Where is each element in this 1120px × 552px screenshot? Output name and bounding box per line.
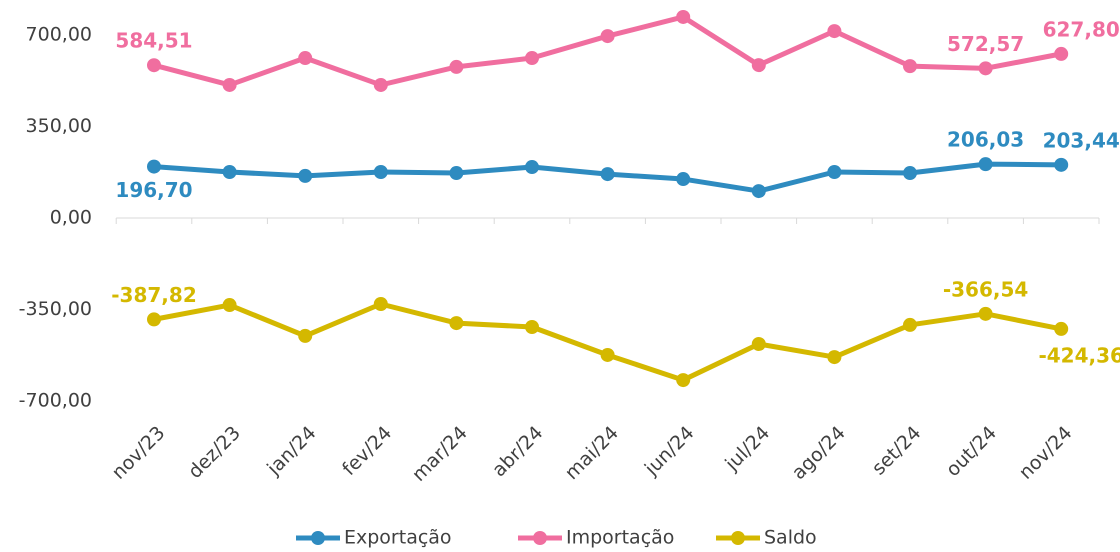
data-point [449,166,464,181]
y-tick-label: -350,00 [19,298,92,320]
data-point [827,350,842,365]
x-tick-label: mar/24 [408,422,472,486]
data-point [1054,46,1069,61]
y-tick-label: 0,00 [50,207,92,229]
data-point [903,166,917,181]
data-point [222,298,237,313]
x-tick-label: jan/24 [262,422,320,480]
data-point [373,164,388,179]
legend-marker [731,531,745,545]
data-point [903,59,917,74]
x-tick-label: jul/24 [720,422,774,476]
data-point [298,168,313,183]
data-point [449,59,464,74]
y-tick-label: 700,00 [26,24,92,46]
data-point [373,77,388,92]
data-point [222,77,237,92]
data-label: 584,51 [115,29,192,53]
data-point [676,9,691,24]
data-label: -366,54 [943,277,1028,301]
y-tick-label: -700,00 [19,389,92,411]
data-label: -387,82 [111,283,196,307]
data-point [600,29,615,44]
data-point [600,347,615,362]
data-point [298,328,313,343]
data-point [147,159,161,174]
x-tick-label: nov/23 [108,422,170,484]
data-label: 206,03 [947,128,1024,152]
x-tick-label: nov/24 [1015,422,1077,484]
legend-label: Exportação [344,527,452,549]
data-point [600,167,615,182]
x-tick-label: abr/24 [488,422,547,481]
data-point [525,320,539,335]
data-point [449,316,464,331]
data-label: 196,70 [115,178,192,202]
data-label: 627,80 [1043,17,1120,41]
data-point [147,58,161,73]
legend-label: Importação [566,527,674,549]
data-point [751,58,766,73]
data-point [676,172,691,187]
data-label: 572,57 [947,32,1024,56]
x-tick-label: out/24 [942,422,1001,481]
data-point [525,160,539,175]
data-label: -424,36 [1038,343,1120,367]
x-tick-label: jun/24 [640,422,699,481]
legend-label: Saldo [764,527,817,549]
data-point [1054,321,1069,336]
x-tick-label: set/24 [868,422,926,480]
data-label: 203,44 [1043,128,1120,152]
legend-marker [533,531,547,545]
x-tick-label: ago/24 [788,422,850,484]
data-point [827,24,842,39]
series-line [153,14,1062,88]
data-point [903,317,917,332]
data-point [978,306,993,321]
x-tick-label: mai/24 [561,422,623,484]
data-point [373,297,388,312]
series-line [153,301,1062,383]
data-point [298,51,313,66]
data-point [1054,157,1069,172]
legend-marker [311,531,325,545]
data-point [147,312,161,327]
data-point [751,184,766,199]
data-point [676,373,691,388]
data-point [978,157,993,172]
x-tick-label: dez/23 [184,422,245,483]
data-point [827,164,842,179]
x-tick-label: fev/24 [338,422,396,480]
data-point [525,51,539,66]
data-point [751,336,766,351]
y-tick-label: 350,00 [26,115,92,137]
data-point [222,164,237,179]
data-point [978,61,993,76]
